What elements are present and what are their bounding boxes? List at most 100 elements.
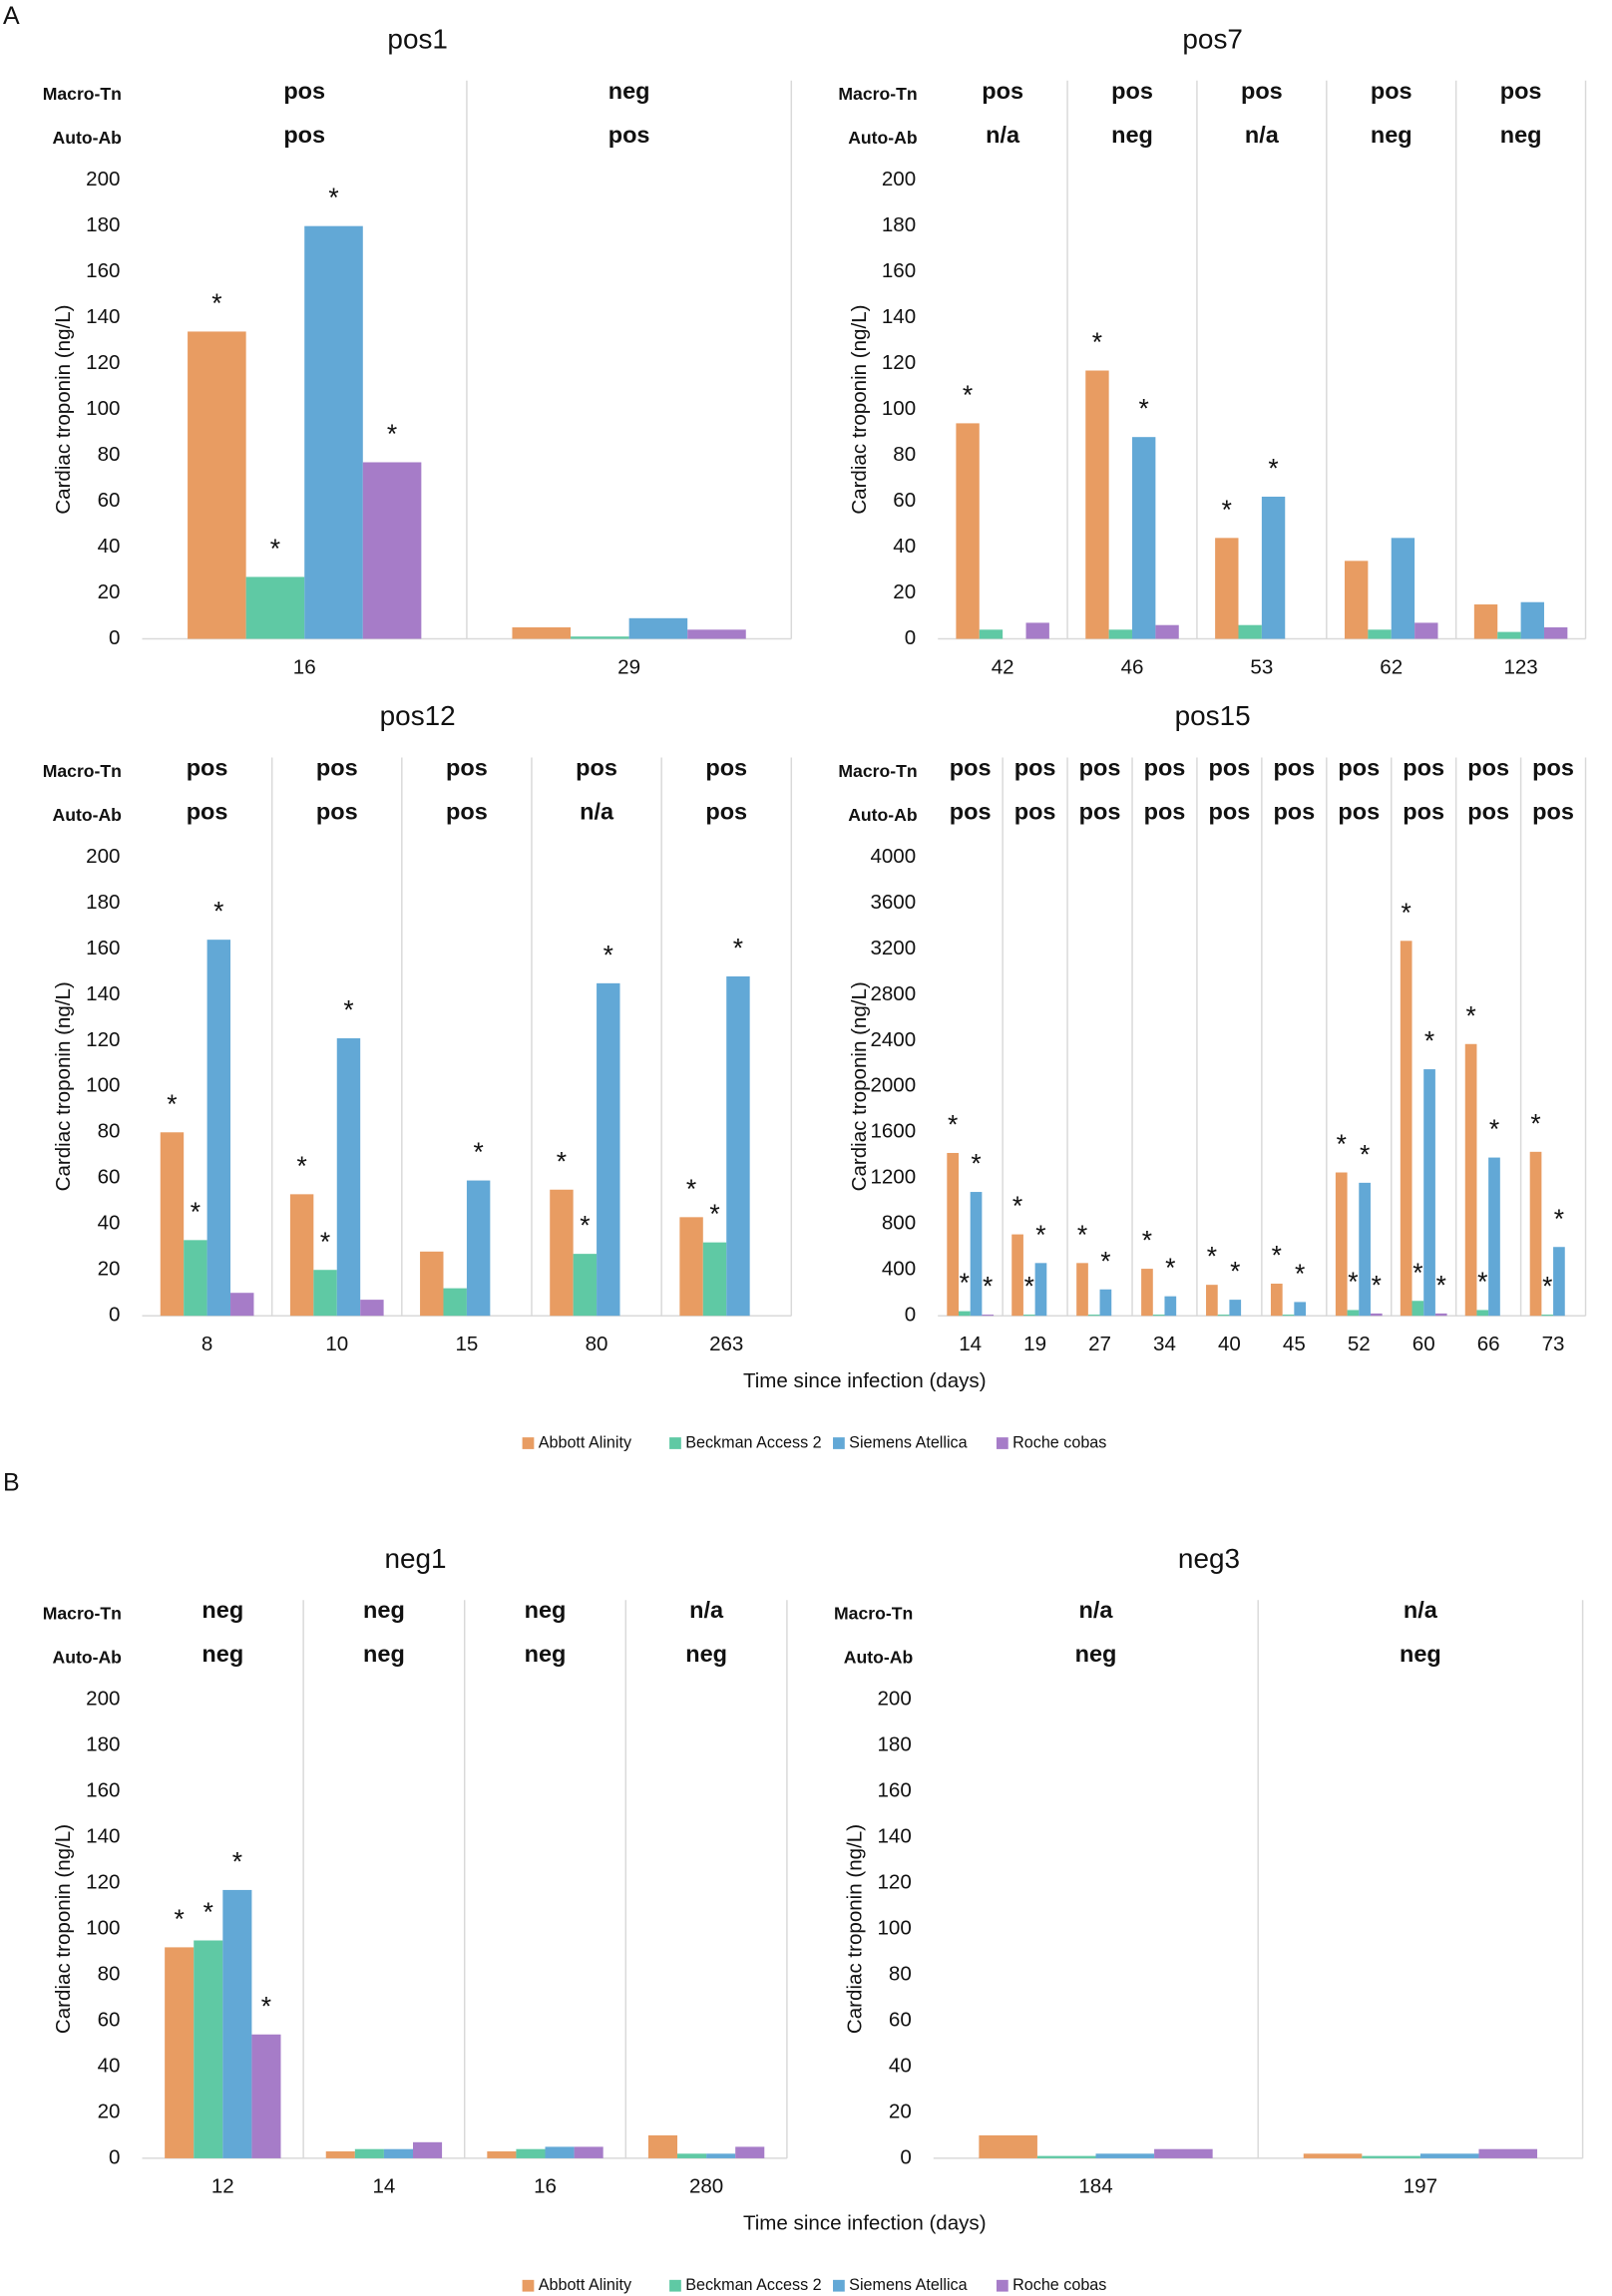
y-tick-label: 80 — [98, 1962, 121, 1985]
significance-marker: * — [203, 1897, 213, 1927]
bar — [1270, 1284, 1283, 1317]
bar — [1095, 2153, 1155, 2158]
bar — [1529, 1151, 1542, 1317]
significance-marker: * — [191, 1197, 201, 1227]
row-value: n/a — [1245, 122, 1280, 148]
x-tick-label: 14 — [372, 2175, 395, 2198]
chart-title: pos12 — [380, 700, 456, 731]
bar — [1411, 1301, 1424, 1317]
row-value: pos — [1144, 754, 1186, 780]
significance-marker: * — [1436, 1270, 1446, 1300]
significance-marker: * — [709, 1199, 719, 1229]
y-tick-label: 140 — [86, 1824, 120, 1847]
y-tick-label: 2400 — [870, 1028, 916, 1051]
bar — [413, 2141, 443, 2158]
significance-marker: * — [320, 1227, 330, 1257]
row-value: n/a — [1404, 1597, 1438, 1623]
significance-marker: * — [1372, 1270, 1382, 1300]
legend-swatch — [996, 1437, 1008, 1449]
bar — [443, 1288, 467, 1317]
x-tick-label: 184 — [1078, 2175, 1112, 2198]
y-tick-label: 0 — [905, 1304, 916, 1327]
y-tick-label: 100 — [877, 1916, 911, 1939]
significance-marker: * — [1268, 454, 1278, 484]
significance-marker: * — [1142, 1226, 1152, 1256]
row-value: pos — [1403, 799, 1444, 825]
row-value: pos — [576, 754, 617, 780]
bar — [222, 1889, 252, 2158]
bar — [1347, 1310, 1360, 1317]
bar — [230, 1293, 254, 1317]
legend-swatch — [522, 2279, 535, 2292]
bar — [383, 2148, 414, 2158]
y-tick-label: 200 — [86, 845, 120, 868]
row-value: neg — [202, 1641, 243, 1667]
chart-title: pos15 — [1175, 700, 1251, 731]
row-value: pos — [1144, 799, 1186, 825]
significance-marker: * — [1139, 394, 1149, 424]
bar — [1370, 1313, 1383, 1317]
row-value: neg — [363, 1597, 405, 1623]
bar — [1217, 1315, 1230, 1317]
x-tick-label: 263 — [709, 1333, 743, 1355]
significance-marker: * — [1092, 327, 1102, 357]
chart-title: neg1 — [384, 1543, 446, 1574]
bar — [304, 225, 363, 639]
legend-swatch — [833, 1437, 845, 1449]
x-tick-label: 123 — [1503, 655, 1537, 678]
bar — [628, 617, 688, 639]
y-tick-label: 120 — [86, 1870, 120, 1893]
row-label: Macro-Tn — [834, 1604, 913, 1624]
bar — [487, 2151, 517, 2158]
y-axis-label: Cardiac troponin (ng/L) — [848, 981, 871, 1191]
y-tick-label: 80 — [889, 1962, 912, 1985]
row-value: neg — [525, 1641, 567, 1667]
y-tick-label: 60 — [98, 1166, 121, 1189]
x-tick-label: 60 — [1412, 1333, 1435, 1355]
y-tick-label: 40 — [98, 535, 121, 558]
chart-title: pos1 — [387, 24, 448, 55]
row-label: Auto-Ab — [53, 805, 123, 825]
bar — [574, 2146, 604, 2158]
x-tick-label: 8 — [202, 1333, 212, 1355]
x-tick-label: 19 — [1023, 1333, 1046, 1355]
bar — [160, 1132, 185, 1317]
row-value: pos — [1371, 78, 1412, 104]
x-tick-label: 12 — [211, 2175, 234, 2198]
significance-marker: * — [1230, 1257, 1240, 1287]
significance-marker: * — [1100, 1246, 1110, 1276]
legend-swatch — [522, 1437, 535, 1449]
bar — [1132, 437, 1156, 639]
bar — [1087, 1315, 1100, 1317]
bar — [1476, 1310, 1489, 1317]
significance-marker: * — [175, 1904, 185, 1934]
significance-marker: * — [1348, 1267, 1358, 1297]
y-tick-label: 180 — [86, 213, 120, 236]
bar — [1368, 629, 1392, 639]
chart-title: neg3 — [1178, 1543, 1240, 1574]
x-axis-label: Time since infection (days) — [743, 2211, 987, 2234]
panel-label: B — [3, 1469, 20, 1497]
y-tick-label: 0 — [900, 2145, 911, 2168]
legend-label: Abbott Alinity — [539, 2276, 632, 2294]
y-tick-label: 4000 — [870, 845, 916, 868]
significance-marker: * — [1412, 1258, 1422, 1288]
significance-marker: * — [1012, 1191, 1022, 1221]
bar — [325, 2151, 355, 2158]
row-value: pos — [1338, 799, 1380, 825]
row-label: Macro-Tn — [838, 761, 917, 781]
x-tick-label: 42 — [992, 655, 1014, 678]
y-tick-label: 40 — [889, 2054, 912, 2077]
row-value: pos — [283, 122, 325, 148]
row-value: pos — [705, 754, 747, 780]
row-value: pos — [982, 78, 1023, 104]
row-value: pos — [1014, 799, 1056, 825]
bar — [1541, 1315, 1554, 1317]
bar — [206, 940, 231, 1317]
y-axis-label: Cardiac troponin (ng/L) — [52, 305, 75, 515]
bar — [420, 1251, 444, 1317]
x-tick-label: 62 — [1380, 655, 1403, 678]
row-label: Macro-Tn — [43, 761, 122, 781]
